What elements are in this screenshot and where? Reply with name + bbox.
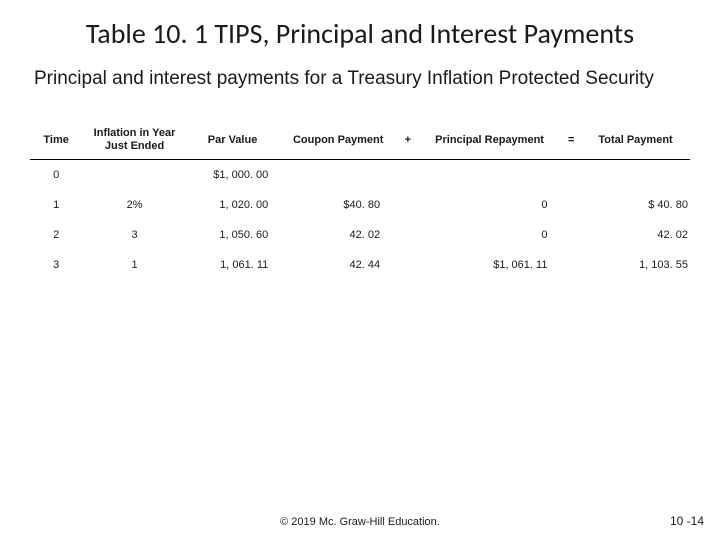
tips-table: Time Inflation in Year Just Ended Par Va… — [30, 123, 690, 280]
cell-coupon: $40. 80 — [278, 190, 398, 220]
cell-principal: $1, 061. 11 — [418, 250, 562, 280]
cell-time: 3 — [30, 250, 82, 280]
cell-principal — [418, 160, 562, 191]
col-time: Time — [30, 123, 82, 160]
cell-par: 1, 050. 60 — [187, 220, 278, 250]
cell-coupon — [278, 160, 398, 191]
col-eq: = — [561, 123, 581, 160]
cell-plus — [398, 250, 418, 280]
cell-principal: 0 — [418, 220, 562, 250]
cell-principal: 0 — [418, 190, 562, 220]
table-header-row: Time Inflation in Year Just Ended Par Va… — [30, 123, 690, 160]
cell-inflation — [82, 160, 187, 191]
copyright-text: © 2019 Mc. Graw-Hill Education. — [0, 516, 720, 528]
cell-eq — [561, 160, 581, 191]
cell-coupon: 42. 44 — [278, 250, 398, 280]
col-par: Par Value — [187, 123, 278, 160]
cell-plus — [398, 220, 418, 250]
cell-inflation: 2% — [82, 190, 187, 220]
cell-time: 0 — [30, 160, 82, 191]
table-row: 3 1 1, 061. 11 42. 44 $1, 061. 11 1, 103… — [30, 250, 690, 280]
cell-eq — [561, 250, 581, 280]
slide-title: Table 10. 1 TIPS, Principal and Interest… — [0, 0, 720, 56]
col-coupon: Coupon Payment — [278, 123, 398, 160]
col-inflation: Inflation in Year Just Ended — [82, 123, 187, 160]
cell-inflation: 3 — [82, 220, 187, 250]
cell-total: 1, 103. 55 — [581, 250, 690, 280]
col-total: Total Payment — [581, 123, 690, 160]
cell-total — [581, 160, 690, 191]
cell-eq — [561, 220, 581, 250]
col-principal: Principal Repayment — [418, 123, 562, 160]
table-row: 2 3 1, 050. 60 42. 02 0 42. 02 — [30, 220, 690, 250]
cell-plus — [398, 160, 418, 191]
table-row: 1 2% 1, 020. 00 $40. 80 0 $ 40. 80 — [30, 190, 690, 220]
cell-par: 1, 020. 00 — [187, 190, 278, 220]
cell-inflation: 1 — [82, 250, 187, 280]
cell-time: 2 — [30, 220, 82, 250]
cell-par: $1, 000. 00 — [187, 160, 278, 191]
slide-subtitle: Principal and interest payments for a Tr… — [0, 56, 720, 95]
cell-coupon: 42. 02 — [278, 220, 398, 250]
cell-time: 1 — [30, 190, 82, 220]
col-plus: + — [398, 123, 418, 160]
cell-total: 42. 02 — [581, 220, 690, 250]
cell-par: 1, 061. 11 — [187, 250, 278, 280]
cell-plus — [398, 190, 418, 220]
page-number: 10 -14 — [670, 514, 704, 528]
table-row: 0 $1, 000. 00 — [30, 160, 690, 191]
cell-eq — [561, 190, 581, 220]
cell-total: $ 40. 80 — [581, 190, 690, 220]
